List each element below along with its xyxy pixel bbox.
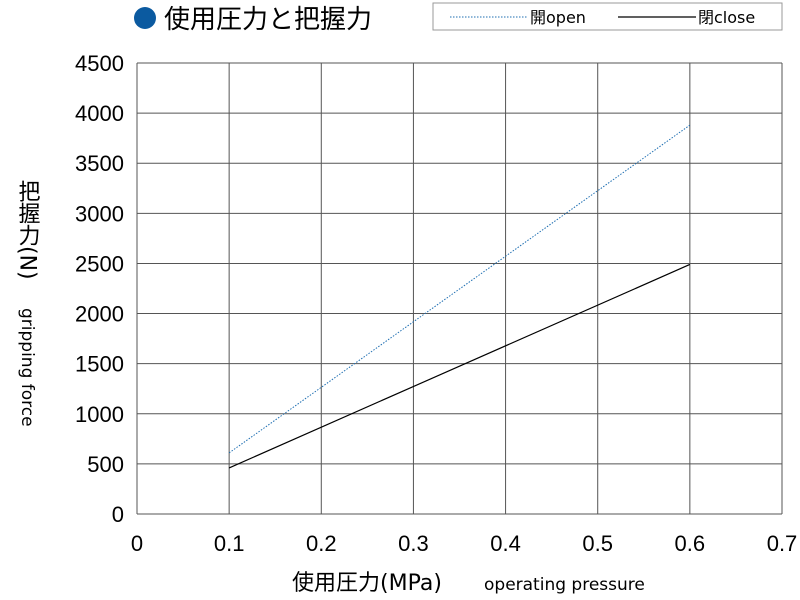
- y-tick-label: 0: [112, 502, 124, 527]
- y-tick-label: 3000: [75, 201, 124, 226]
- y-tick-label: 4500: [75, 51, 124, 76]
- series-lines: [228, 124, 691, 469]
- x-tick-labels: 0 0.1 0.2 0.3 0.4 0.5 0.6 0.7: [131, 531, 797, 556]
- x-axis-label: 使用圧力(MPa): [292, 571, 442, 596]
- y-axis-label: 把握力(N): [15, 180, 41, 280]
- y-tick-label: 2500: [75, 251, 124, 276]
- y-tick-labels: 0 500 1000 1500 2000 2500 3000 3500 4000 4500: [75, 51, 124, 527]
- grid: [136, 62, 783, 515]
- x-tick-label: 0.6: [675, 531, 706, 556]
- x-tick-label: 0.5: [582, 531, 613, 556]
- x-axis-label-en: operating pressure: [484, 575, 645, 595]
- x-tick-label: 0.2: [306, 531, 337, 556]
- y-tick-label: 500: [87, 452, 124, 477]
- x-tick-label: 0.3: [398, 531, 429, 556]
- y-tick-label: 1500: [75, 352, 124, 377]
- legend-label-close: 閉close: [698, 8, 755, 27]
- chart-title: 使用圧力と把握力: [164, 5, 372, 35]
- x-tick-label: 0.1: [214, 531, 245, 556]
- series-line-close: [228, 263, 691, 469]
- title-bullet: [134, 7, 156, 29]
- legend-label-open: 開open: [530, 8, 586, 27]
- x-tick-label: 0.7: [767, 531, 798, 556]
- legend-box: [432, 2, 783, 31]
- x-tick-label: 0.4: [490, 531, 521, 556]
- y-tick-label: 2000: [75, 302, 124, 327]
- y-tick-label: 3500: [75, 151, 124, 176]
- y-tick-label: 1000: [75, 402, 124, 427]
- y-tick-label: 4000: [75, 101, 124, 126]
- series-line-open: [228, 124, 691, 454]
- legend: 開open 閉close: [432, 2, 783, 31]
- y-axis-label-en: gripping force: [17, 308, 37, 427]
- x-tick-label: 0: [131, 531, 143, 556]
